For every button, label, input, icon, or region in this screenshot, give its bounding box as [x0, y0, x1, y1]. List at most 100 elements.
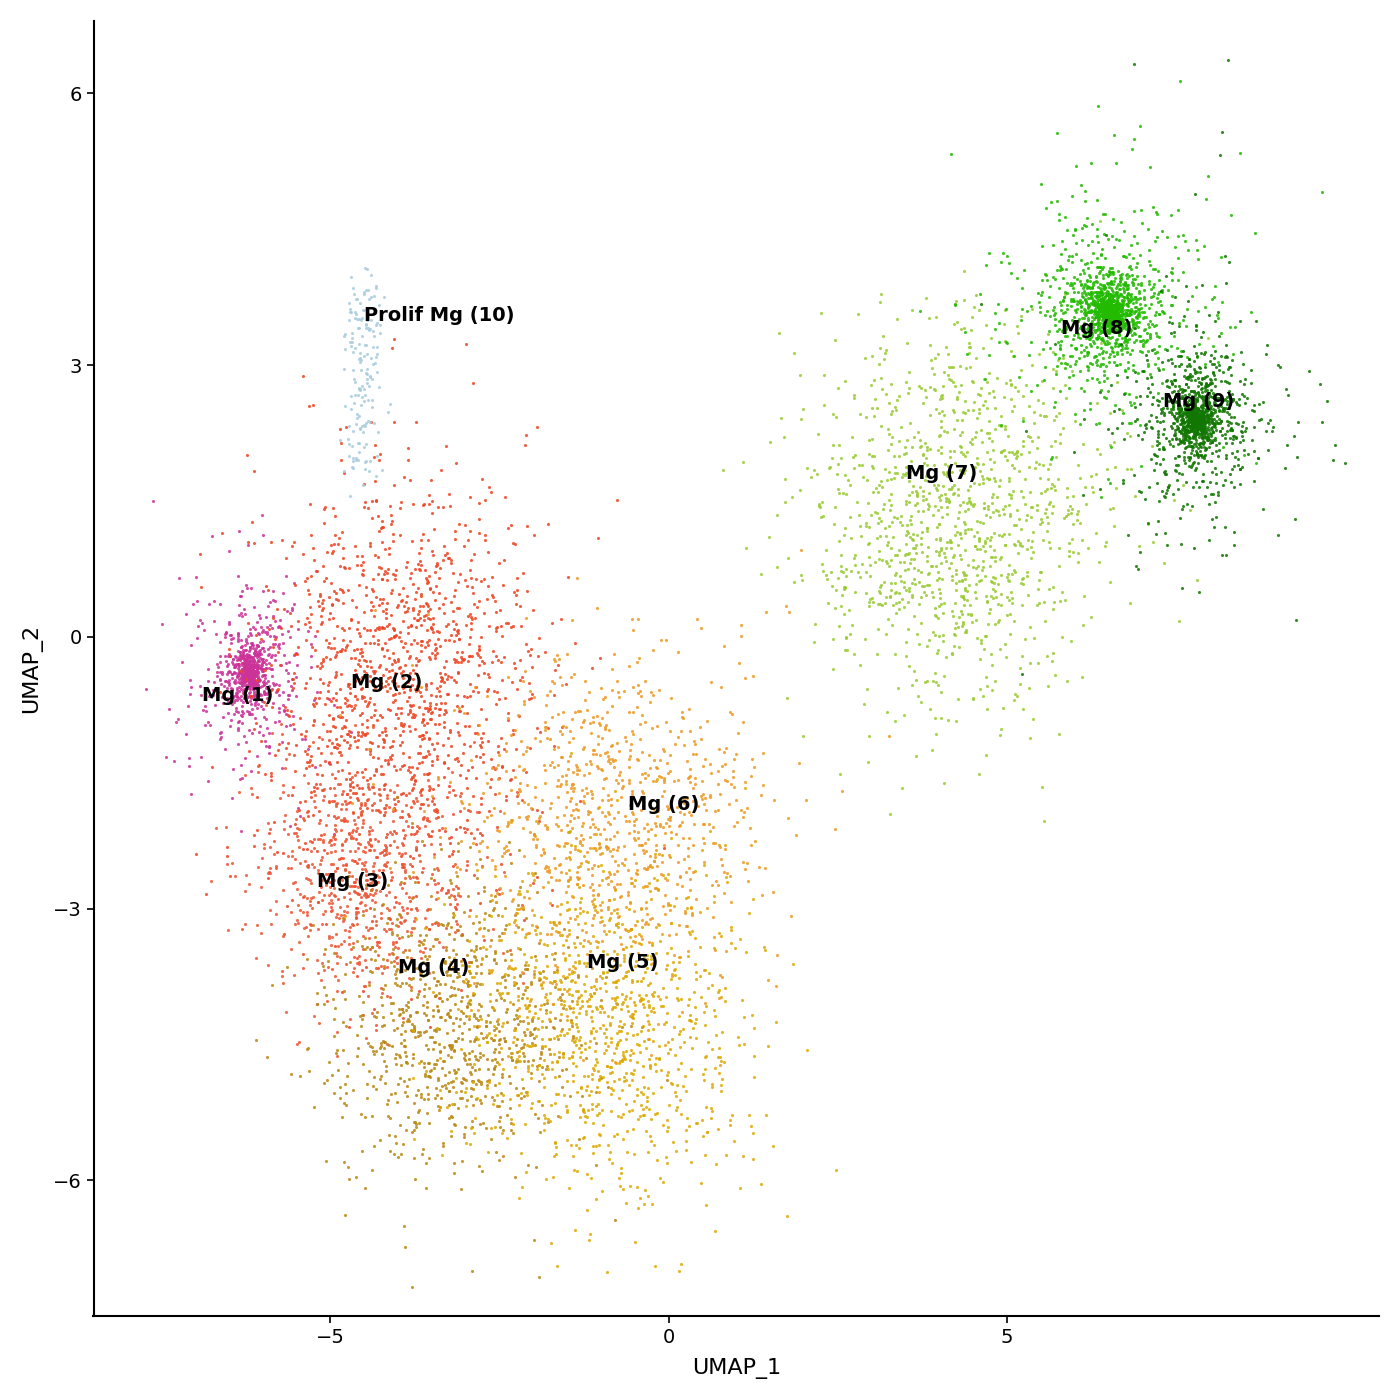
- Point: [1092, 294, 1114, 316]
- Point: [942, 314, 965, 336]
- Point: [573, 708, 595, 731]
- Point: [295, 886, 318, 909]
- Point: [491, 966, 514, 988]
- Point: [1042, 266, 1064, 288]
- Point: [309, 848, 332, 871]
- Point: [202, 683, 224, 706]
- Point: [391, 906, 413, 928]
- Point: [377, 874, 399, 896]
- Point: [1110, 263, 1133, 286]
- Point: [470, 787, 493, 809]
- Point: [364, 351, 386, 374]
- Point: [463, 827, 486, 850]
- Point: [360, 591, 382, 613]
- Point: [227, 626, 249, 648]
- Point: [431, 913, 454, 935]
- Point: [1190, 417, 1212, 440]
- Point: [424, 798, 447, 820]
- Point: [402, 693, 424, 715]
- Point: [344, 868, 367, 890]
- Point: [508, 965, 531, 987]
- Point: [602, 941, 624, 963]
- Point: [1243, 416, 1266, 438]
- Point: [557, 749, 580, 771]
- Point: [599, 902, 622, 924]
- Point: [433, 549, 455, 571]
- Point: [529, 1043, 552, 1065]
- Point: [239, 666, 262, 689]
- Point: [620, 732, 643, 755]
- Point: [881, 433, 903, 455]
- Point: [543, 976, 566, 998]
- Point: [654, 711, 676, 734]
- Point: [328, 526, 350, 549]
- Point: [1194, 406, 1217, 428]
- Point: [399, 567, 421, 589]
- Point: [1117, 382, 1140, 405]
- Point: [1110, 300, 1133, 322]
- Point: [995, 332, 1018, 354]
- Point: [316, 735, 339, 757]
- Point: [566, 1161, 588, 1183]
- Point: [1033, 610, 1056, 633]
- Point: [354, 333, 377, 356]
- Point: [417, 727, 440, 749]
- Point: [343, 875, 365, 897]
- Point: [965, 346, 987, 368]
- Point: [921, 504, 944, 526]
- Point: [1126, 311, 1148, 333]
- Point: [1096, 302, 1119, 325]
- Point: [1180, 403, 1203, 426]
- Point: [608, 1021, 630, 1043]
- Point: [305, 692, 328, 714]
- Point: [497, 708, 519, 731]
- Point: [295, 672, 318, 694]
- Point: [1229, 141, 1252, 164]
- Point: [388, 1004, 410, 1026]
- Point: [262, 608, 284, 630]
- Point: [678, 827, 700, 850]
- Point: [489, 972, 511, 994]
- Point: [1110, 293, 1133, 315]
- Point: [1091, 295, 1113, 318]
- Point: [1127, 288, 1149, 311]
- Point: [248, 721, 270, 743]
- Point: [294, 832, 316, 854]
- Point: [339, 916, 361, 938]
- Point: [844, 553, 867, 575]
- Point: [500, 514, 522, 536]
- Point: [284, 871, 307, 893]
- Point: [921, 585, 944, 608]
- Point: [329, 741, 351, 763]
- Point: [587, 1051, 609, 1074]
- Point: [501, 1049, 524, 1071]
- Point: [272, 841, 294, 864]
- Point: [1110, 307, 1133, 329]
- Point: [1099, 302, 1121, 325]
- Point: [473, 567, 496, 589]
- Point: [472, 881, 494, 903]
- Point: [372, 286, 395, 308]
- Point: [514, 1113, 536, 1135]
- Point: [1180, 400, 1203, 423]
- Point: [430, 666, 452, 689]
- Point: [185, 566, 207, 588]
- Point: [239, 661, 262, 683]
- Point: [1098, 301, 1120, 323]
- Point: [377, 668, 399, 690]
- Point: [414, 917, 437, 939]
- Point: [407, 1112, 430, 1134]
- Point: [301, 753, 323, 776]
- Point: [526, 1089, 549, 1112]
- Point: [531, 843, 553, 865]
- Point: [1096, 263, 1119, 286]
- Point: [1176, 409, 1198, 431]
- Point: [1184, 412, 1207, 434]
- Point: [227, 676, 249, 699]
- Point: [557, 846, 580, 868]
- Point: [1033, 501, 1056, 524]
- Point: [1072, 321, 1095, 343]
- Point: [631, 916, 654, 938]
- Point: [1035, 196, 1057, 218]
- Point: [1058, 356, 1081, 378]
